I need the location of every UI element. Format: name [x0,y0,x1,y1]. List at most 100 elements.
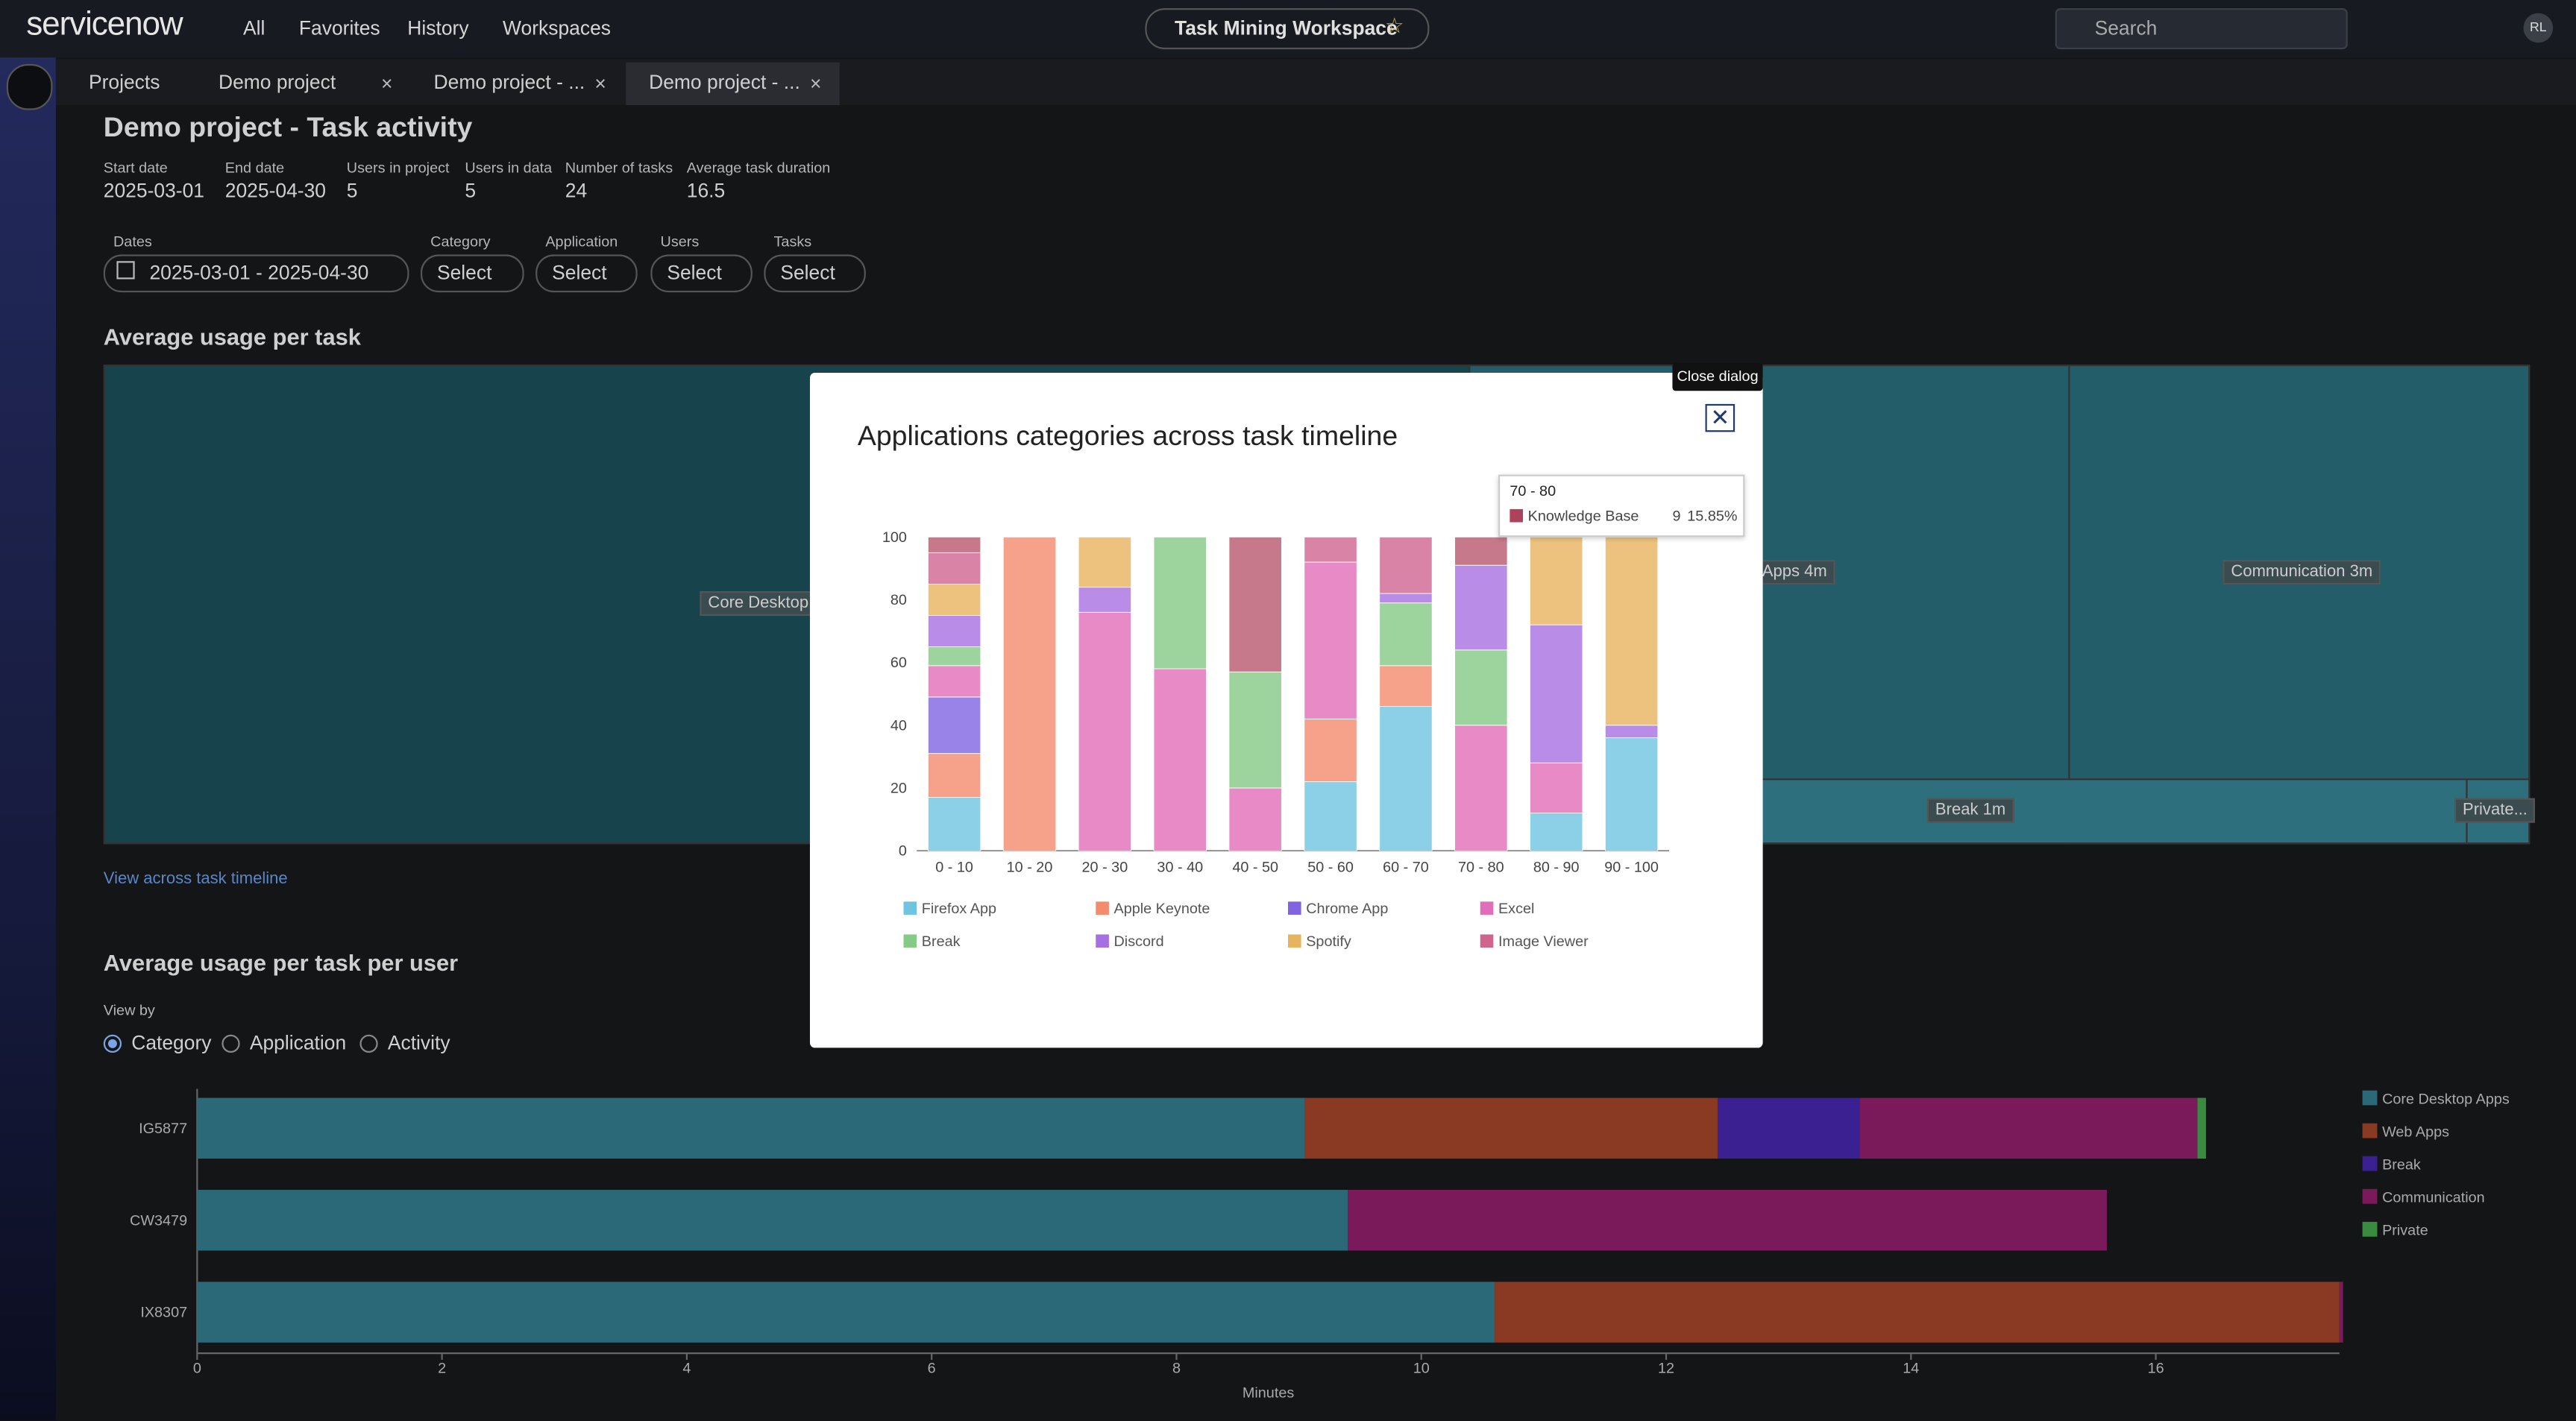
x-axis-title: Minutes [1243,1385,1294,1402]
x-tick-label: 60 - 70 [1383,860,1429,876]
bar-segment [1454,649,1508,726]
search-box[interactable] [2055,8,2348,50]
radio-label[interactable]: Application [249,1031,347,1055]
radio-label[interactable]: Category [131,1031,212,1055]
x-tick-label: 90 - 100 [1604,860,1659,876]
legend-swatch [2362,1090,2378,1106]
x-tick-label: 4 [682,1361,691,1377]
stat-label: End date [224,159,285,176]
search-placeholder: Search [2094,16,2158,40]
tab[interactable]: Demo project - ... [433,70,585,94]
y-tick-label: 0 [899,843,907,860]
menu-item[interactable]: All [243,16,266,40]
legend-swatch [1480,901,1494,915]
close-button[interactable]: ✕ [1705,403,1735,432]
bar-segment [1379,706,1433,851]
legend-swatch [903,934,917,948]
logo[interactable]: servicenow [26,6,183,43]
x-tick-label: 10 - 20 [1007,860,1053,876]
filter-select[interactable] [764,254,866,293]
filter-select[interactable] [650,254,753,293]
radio-label[interactable]: Activity [387,1031,450,1055]
stat-value: 2025-03-01 [103,179,205,202]
stat-value: 24 [565,179,588,202]
legend-swatch [1096,934,1109,948]
x-tick-label: 16 [2148,1361,2164,1377]
filter-select[interactable] [103,254,409,293]
bar-segment [1454,725,1508,851]
y-tick-label: 100 [882,529,907,546]
filter-select[interactable] [420,254,524,293]
bar-segment [1304,561,1357,719]
bar-segment [1604,737,1659,851]
bar-segment [1304,536,1357,563]
tooltip-value: 9 [1672,507,1681,524]
tab[interactable]: Demo project - ... [649,70,800,94]
filter-value: Select [667,261,722,285]
menu-item[interactable]: History [407,16,469,40]
section-title: Average usage per task [103,323,361,350]
bar-segment [1717,1097,1860,1159]
filter-label: Application [545,233,618,250]
radio[interactable] [222,1034,240,1053]
legend-label: Spotify [1306,933,1351,950]
dialog-title: Applications categories across task time… [857,420,1398,452]
stat-label: Average task duration [686,159,831,176]
radio[interactable] [359,1034,378,1053]
avatar[interactable]: RL [2523,13,2554,43]
bar-segment [197,1097,1305,1159]
radio[interactable] [103,1034,122,1053]
filter-label: Dates [113,233,152,250]
stat-label: Number of tasks [565,159,673,176]
legend-label: Core Desktop Apps [2382,1091,2510,1107]
legend-label: Communication [2382,1189,2485,1206]
y-tick-label: 40 [890,717,907,734]
bar-segment [1454,564,1508,651]
treemap-label: Private... [2454,798,2536,823]
x-tick-label: 0 [193,1361,201,1377]
bar-segment [927,665,981,698]
bar-segment [927,797,981,851]
x-tick-label: 0 - 10 [935,860,973,876]
menu-item[interactable]: Workspaces [503,16,612,40]
tab-close[interactable]: × [594,72,606,95]
bar-segment [927,646,981,667]
filter-select[interactable] [535,254,638,293]
treemap-label: Break 1m [1926,798,2014,823]
tab-close[interactable]: × [809,72,822,95]
tooltip-share: 15.85% [1687,507,1738,524]
legend-label: Break [922,933,961,950]
legend-label: Chrome App [1306,901,1388,917]
x-tick-label: 14 [1903,1361,1919,1377]
bar-segment [1379,665,1433,707]
legend-label: Break [2382,1156,2421,1173]
bar-segment [927,536,981,553]
star-icon[interactable]: ☆ [1384,13,1404,38]
legend-swatch [1480,934,1494,948]
tooltip-series: Knowledge Base [1527,507,1639,524]
tab[interactable]: Projects [88,70,160,94]
bar-segment [1078,536,1132,588]
bar-segment [197,1189,1348,1251]
bar-segment [1304,1097,1718,1159]
menu-item[interactable]: Favorites [298,16,380,40]
bar-segment [927,696,981,754]
filter-value: Select [436,261,492,285]
legend-label: Apple Keynote [1114,901,1210,917]
filter-value: Select [780,261,835,285]
timeline-link[interactable]: View across task timeline [103,870,288,889]
tab-close[interactable]: × [381,72,393,95]
y-tick-label: IG5877 [139,1121,187,1137]
y-tick-label: 20 [890,781,907,797]
legend-label: Firefox App [922,901,996,917]
legend-swatch [1096,901,1109,915]
sidebar-icon[interactable] [6,63,53,110]
bar-segment [1228,536,1282,672]
workspace-pill[interactable] [1145,8,1430,50]
tab[interactable]: Demo project [218,70,336,94]
x-tick-label: 6 [928,1361,936,1377]
legend-swatch [1288,934,1301,948]
legend-label: Web Apps [2382,1124,2449,1140]
